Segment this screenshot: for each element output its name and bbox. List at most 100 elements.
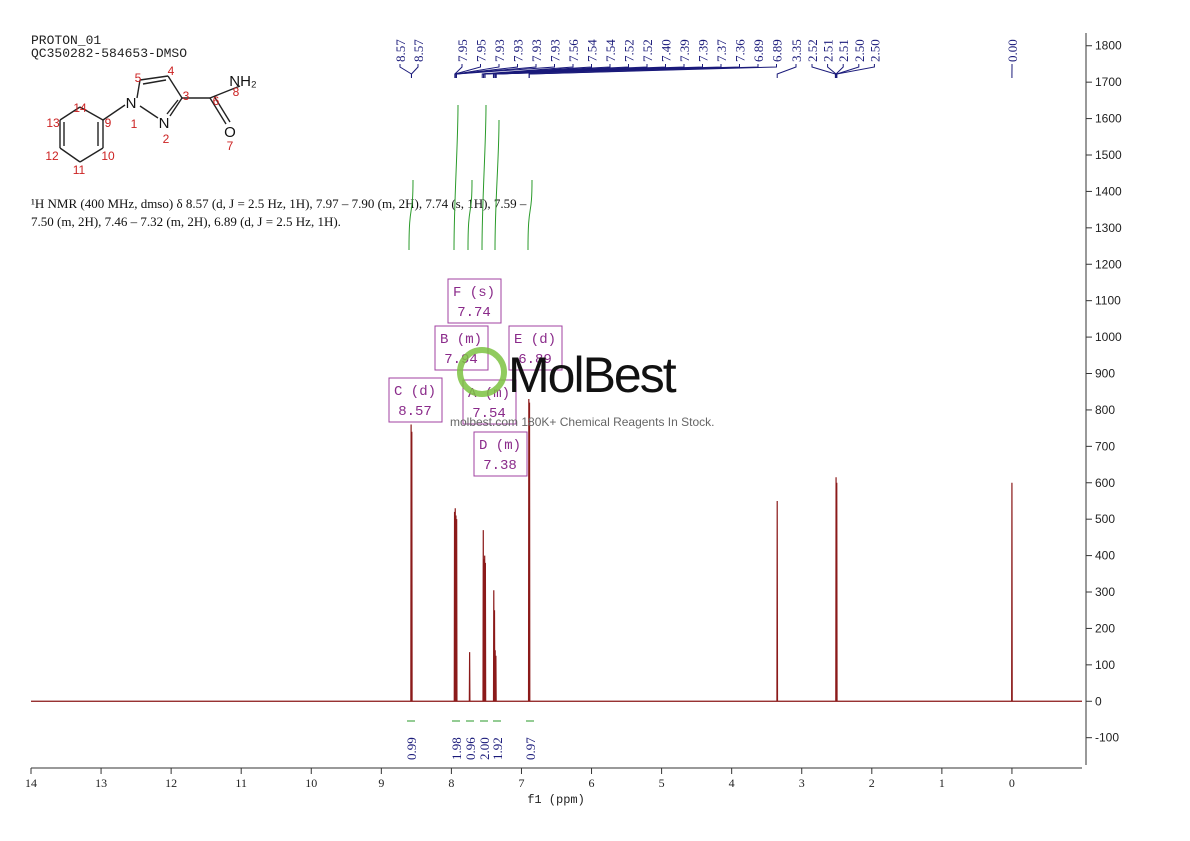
atom-number: 6 — [213, 94, 220, 108]
peak-leader — [811, 64, 836, 78]
integral-label: 2.00 — [477, 737, 492, 760]
peak-label: 7.95 — [474, 39, 489, 62]
peak-label: 7.93 — [548, 39, 563, 62]
atom-number: 5 — [135, 71, 142, 85]
atom-number: 13 — [46, 116, 60, 130]
x-tick-label: 12 — [165, 776, 177, 790]
peak-label: 2.52 — [805, 39, 820, 62]
x-tick-label: 9 — [378, 776, 384, 790]
y-tick-label: 0 — [1095, 694, 1102, 708]
atom-label: O — [224, 124, 236, 141]
peak-label: 7.39 — [677, 39, 692, 62]
peak-label: 0.00 — [1005, 39, 1020, 62]
watermark-logo: MolBest — [508, 347, 677, 403]
multiplet-box — [388, 377, 443, 423]
y-tick-label: 1300 — [1095, 221, 1122, 235]
multiplet-shift: 7.54 — [472, 406, 506, 422]
y-tick-label: 400 — [1095, 549, 1115, 563]
y-tick-label: 1800 — [1095, 39, 1122, 53]
multiplet-shift: 8.57 — [398, 404, 432, 420]
integral-label: 0.99 — [404, 737, 419, 760]
y-tick-label: 1000 — [1095, 330, 1122, 344]
x-tick-label: 6 — [589, 776, 595, 790]
x-tick-label: 7 — [518, 776, 524, 790]
peak-label: 8.57 — [393, 39, 408, 62]
peak-label: 6.89 — [751, 39, 766, 62]
y-tick-label: 1700 — [1095, 75, 1122, 89]
peak-label: 7.52 — [622, 39, 637, 62]
y-tick-label: 1500 — [1095, 148, 1122, 162]
peak-leader — [484, 64, 648, 78]
y-tick-label: 900 — [1095, 367, 1115, 381]
atom-number: 14 — [73, 101, 87, 115]
x-tick-label: 0 — [1009, 776, 1015, 790]
integral-curve — [453, 104, 459, 251]
atom-number: 7 — [227, 139, 234, 153]
y-tick-label: 300 — [1095, 585, 1115, 599]
spectrum-line — [31, 398, 1082, 702]
chart-subtitle: QC350282-584653-DMSO — [31, 46, 187, 61]
chart-title: PROTON_01 — [31, 33, 101, 48]
multiplet-name: C (d) — [394, 384, 436, 400]
watermark-icon — [457, 347, 507, 397]
y-tick-label: 500 — [1095, 512, 1115, 526]
atom-number: 2 — [163, 132, 170, 146]
integral-curve — [527, 179, 533, 251]
atom-number: 1 — [131, 117, 138, 131]
description: 7.50 (m, 2H), 7.46 – 7.32 (m, 2H), 6.89 … — [31, 214, 341, 229]
peak-label: 3.35 — [789, 39, 804, 62]
peak-label: 7.37 — [714, 39, 729, 62]
peak-label: 7.52 — [640, 39, 655, 62]
atom-number: 4 — [168, 64, 175, 78]
multiplet-shift: 6.89 — [518, 352, 552, 368]
watermark-tagline: molbest.com 180K+ Chemical Reagents In S… — [450, 415, 714, 429]
integral-curve — [467, 179, 473, 251]
multiplet-box — [462, 379, 517, 425]
peak-leader — [776, 64, 797, 78]
multiplet-name: F (s) — [453, 285, 495, 301]
peak-label: 7.40 — [659, 39, 674, 62]
x-tick-label: 10 — [305, 776, 317, 790]
multiplet-name: B (m) — [440, 332, 482, 348]
integral-label: 1.92 — [490, 737, 505, 760]
peak-label: 7.54 — [585, 39, 600, 62]
peak-label: 2.50 — [852, 39, 867, 62]
x-tick-label: 3 — [799, 776, 805, 790]
peak-label: 7.93 — [511, 39, 526, 62]
y-tick-label: 700 — [1095, 439, 1115, 453]
y-tick-label: 100 — [1095, 658, 1115, 672]
y-tick-label: 1400 — [1095, 184, 1122, 198]
molecule-bonds — [59, 75, 241, 163]
peak-label: 7.93 — [529, 39, 544, 62]
description: ¹H NMR (400 MHz, dmso) δ 8.57 (d, J = 2.… — [31, 196, 527, 211]
atom-number: 3 — [183, 89, 190, 103]
x-tick-label: 1 — [939, 776, 945, 790]
multiplet-shift: 7.38 — [483, 458, 517, 474]
peak-leader — [528, 64, 777, 78]
atom-number: 10 — [101, 149, 115, 163]
x-tick-label: 13 — [95, 776, 107, 790]
peak-label: 6.89 — [770, 39, 785, 62]
multiplet-box — [473, 431, 528, 477]
atom-label: N — [159, 115, 170, 132]
peak-label: 7.54 — [603, 39, 618, 62]
peak-label: 2.51 — [821, 39, 836, 62]
integral-curve — [481, 104, 487, 251]
atom-number: 12 — [45, 149, 59, 163]
atom-number: 8 — [233, 85, 240, 99]
atom-label: NH₂ — [229, 73, 257, 90]
peak-leader — [836, 64, 875, 78]
x-tick-label: 14 — [25, 776, 37, 790]
y-tick-label: 1200 — [1095, 257, 1122, 271]
peak-label: 8.57 — [411, 39, 426, 62]
multiplet-box — [447, 278, 502, 324]
y-tick-label: 800 — [1095, 403, 1115, 417]
x-tick-label: 5 — [659, 776, 665, 790]
peak-label: 7.39 — [696, 39, 711, 62]
y-tick-label: 1600 — [1095, 112, 1122, 126]
y-tick-label: 600 — [1095, 476, 1115, 490]
atom-label: N — [126, 95, 137, 112]
peak-leader — [410, 64, 419, 78]
peak-leader — [455, 64, 555, 78]
